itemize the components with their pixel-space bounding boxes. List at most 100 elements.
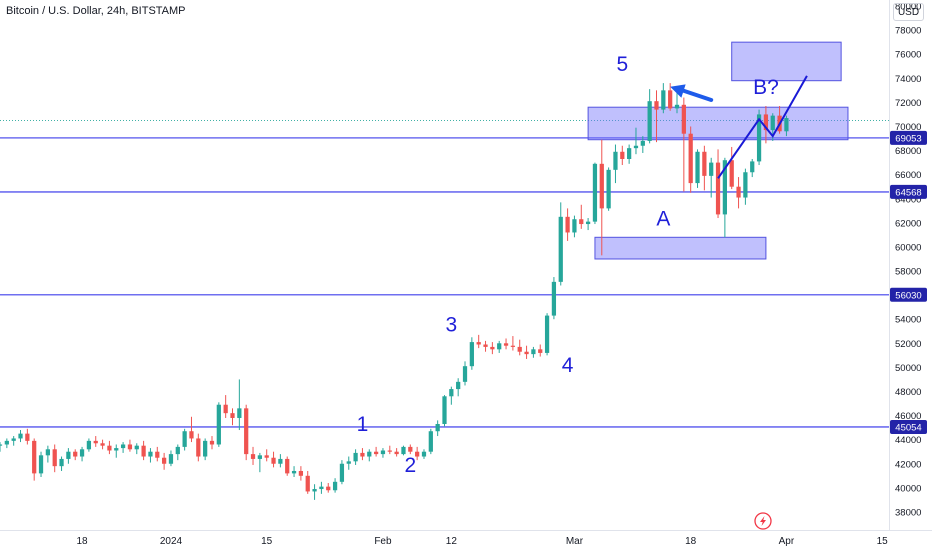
level-price-label: 45054 [895, 422, 921, 433]
candle [510, 336, 516, 351]
level-price-badge [890, 184, 927, 199]
candle [216, 402, 221, 447]
price-axis[interactable]: 38000 40000 42000 44000 46000 48000 50000 52000… [889, 0, 928, 530]
candle [298, 466, 304, 481]
candle [415, 446, 420, 461]
candle-body [175, 446, 180, 455]
candle [483, 340, 488, 352]
candle [189, 416, 194, 443]
candle-body [435, 424, 440, 432]
candle-body [661, 90, 666, 110]
candle [175, 444, 180, 461]
candle [565, 208, 570, 241]
candle-body [11, 438, 16, 441]
wave-label: A [656, 207, 670, 230]
candle-body [332, 481, 338, 491]
wave-label: 1 [357, 413, 369, 436]
candle-body [127, 444, 133, 450]
candle [66, 448, 71, 464]
candle [127, 439, 133, 452]
candle-body [66, 451, 71, 459]
price-tick-label: 80000 [895, 2, 921, 13]
candle-body [599, 163, 604, 209]
candle-body [544, 315, 550, 353]
candle [695, 149, 700, 188]
candle-body [702, 151, 707, 176]
price-tick-label: 70000 [895, 122, 921, 133]
candle-body [244, 408, 249, 455]
candle-body [223, 404, 228, 414]
candle-body [408, 446, 413, 452]
candle [456, 378, 461, 397]
candle [394, 448, 399, 457]
candle [257, 452, 262, 473]
candle-body [585, 221, 591, 225]
price-tick-label: 72000 [895, 98, 921, 109]
candle-body [476, 342, 481, 345]
candle [223, 395, 228, 418]
candle [196, 433, 201, 462]
candle-body [538, 349, 543, 353]
wave-label: 3 [445, 313, 457, 336]
candle-body [428, 431, 433, 452]
candle-body [209, 440, 215, 445]
candle [613, 144, 618, 184]
candle [182, 428, 187, 451]
candle [59, 456, 64, 471]
candle-body [456, 381, 461, 390]
candle [763, 106, 769, 144]
candle-body [291, 470, 297, 474]
candle-body [380, 450, 386, 455]
candle [86, 438, 92, 452]
level-price-badge [890, 419, 927, 434]
candle-body [668, 90, 673, 109]
candle-body [59, 458, 64, 467]
candle [285, 456, 290, 476]
candle [462, 361, 468, 386]
candle [736, 177, 741, 209]
candle-body [572, 219, 577, 233]
price-tick-label: 40000 [895, 483, 921, 494]
candle-body [182, 431, 187, 447]
price-tick-label: 74000 [895, 74, 921, 85]
time-tick-label: 15 [877, 536, 889, 547]
candle-body [25, 433, 30, 441]
candle-body [674, 104, 680, 109]
candle [627, 144, 632, 164]
price-tick-label: 46000 [895, 411, 921, 422]
candle-body [264, 455, 269, 458]
candle [373, 446, 379, 457]
candle-body [216, 404, 221, 445]
candle [544, 313, 550, 356]
candle-body [736, 186, 741, 198]
time-axis[interactable]: 18 2024 15 Feb 12 Mar 18 Apr 15 [0, 530, 932, 548]
candle-body [271, 457, 276, 464]
price-tick-label: 58000 [895, 267, 921, 278]
candle-body [285, 458, 290, 474]
time-tick-label: Mar [566, 536, 584, 547]
candle [107, 440, 112, 455]
candle [599, 139, 604, 256]
candle [278, 454, 283, 468]
candle-body [469, 342, 474, 367]
candle-body [483, 344, 488, 347]
candle-body [654, 101, 659, 110]
candle [750, 159, 755, 178]
time-tick-label: Feb [374, 536, 392, 547]
candle [715, 149, 721, 219]
candle [585, 218, 591, 231]
candle [722, 157, 727, 238]
candle-body [510, 345, 516, 347]
candle [45, 445, 50, 463]
chart-title: Bitcoin / U.S. Dollar, 24h, BITSTAMP [6, 5, 186, 17]
candle [743, 168, 748, 205]
candle-body [237, 408, 242, 418]
currency-button[interactable]: USD [893, 3, 924, 21]
candle-body [93, 440, 98, 444]
candle [209, 436, 215, 450]
candle-body [305, 475, 310, 492]
candle [729, 146, 734, 190]
candle-body [695, 151, 700, 184]
candle-body [339, 463, 345, 482]
